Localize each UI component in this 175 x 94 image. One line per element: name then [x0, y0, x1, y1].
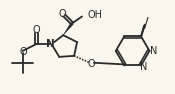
- Text: N: N: [46, 39, 55, 49]
- Text: N: N: [140, 62, 148, 72]
- Text: N: N: [150, 46, 157, 56]
- Text: OH: OH: [87, 10, 102, 20]
- Text: O: O: [87, 59, 95, 69]
- Text: /: /: [144, 16, 148, 30]
- Text: O: O: [33, 25, 40, 35]
- Text: O: O: [58, 9, 66, 19]
- Polygon shape: [63, 22, 73, 35]
- Text: O: O: [20, 47, 27, 57]
